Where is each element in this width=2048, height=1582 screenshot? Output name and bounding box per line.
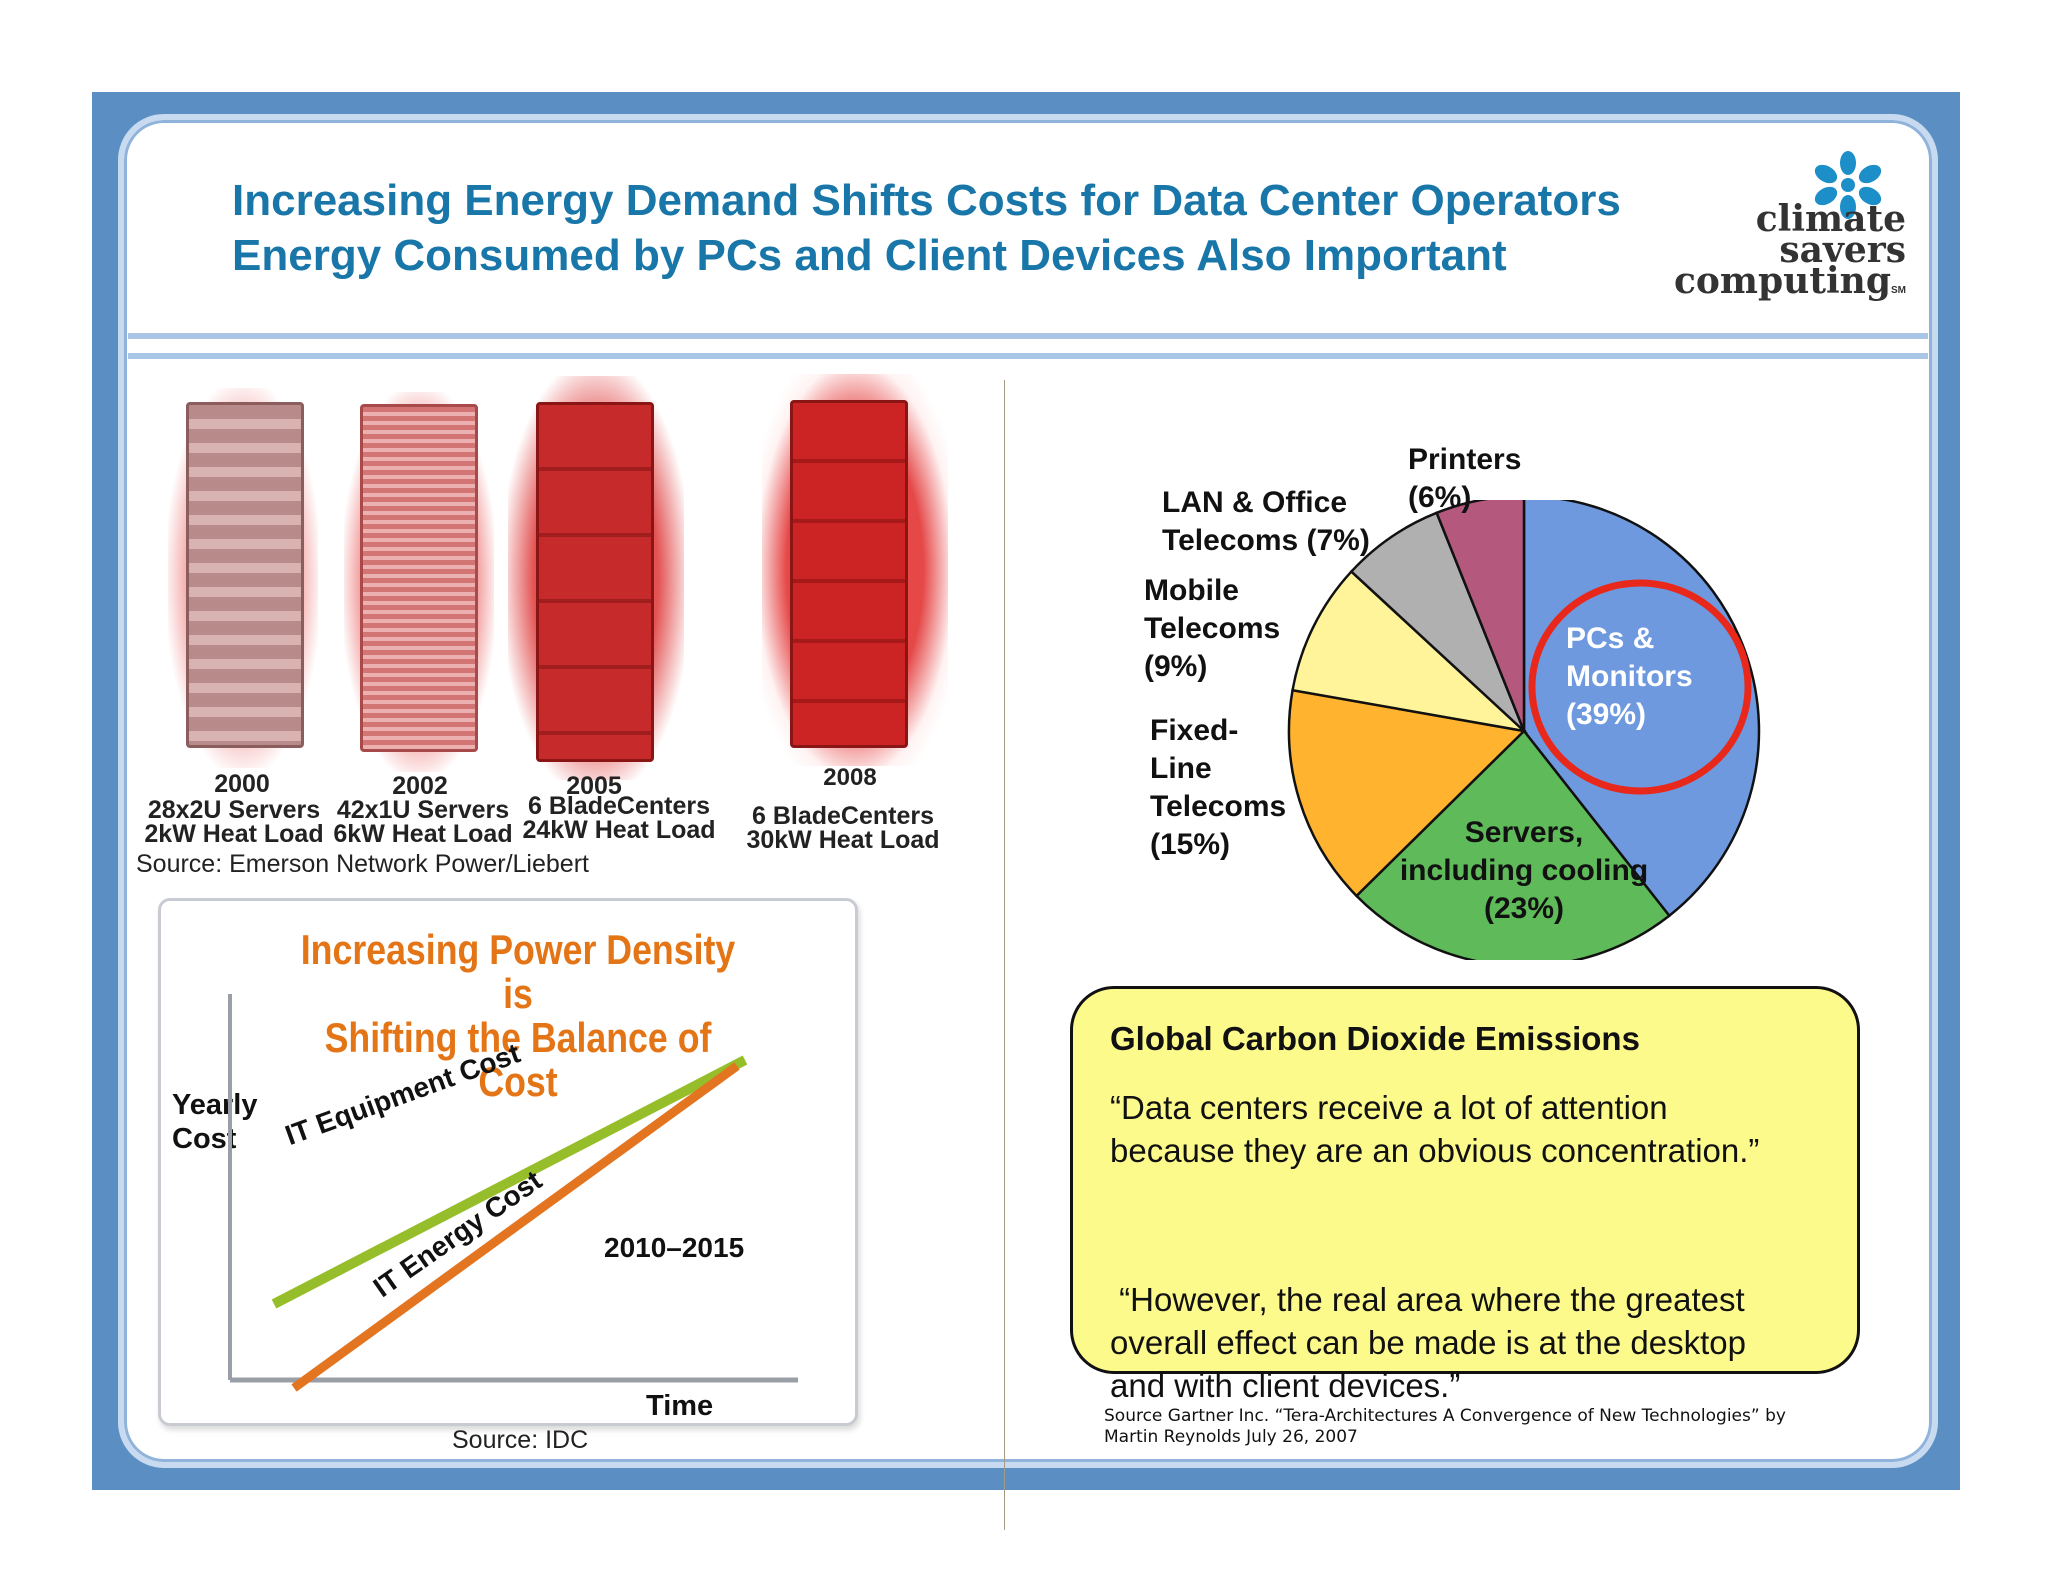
pie-slice-fixed-line-telecoms xyxy=(1287,688,1527,898)
pie-slice-servers-including-cooling xyxy=(1354,729,1672,960)
trend-plot xyxy=(228,994,798,1392)
crossover-label: 2010–2015 xyxy=(604,1232,745,1263)
quote-source: Source Gartner Inc. “Tera-Architectures … xyxy=(1104,1406,1786,1447)
snowflake-icon xyxy=(1800,150,1896,220)
highlight-circle xyxy=(1528,579,1752,795)
rack-desc-2005: 6 BladeCenters 24kW Heat Load xyxy=(522,792,716,844)
quote-box xyxy=(1070,986,1860,1374)
energy-cost-line xyxy=(291,1062,740,1392)
rack-image-2005 xyxy=(536,402,654,762)
quote-paragraph-2: “However, the real area where the greate… xyxy=(1110,1281,1746,1404)
rack-desc-2002: 42x1U Servers 6kW Heat Load xyxy=(333,796,513,848)
rack-desc-2008: 6 BladeCenters 30kW Heat Load xyxy=(746,802,940,854)
rack-year-2005: 2005 xyxy=(566,772,622,800)
pie-chart xyxy=(1287,500,1761,960)
pie-label-servers: Servers, including cooling (23%) xyxy=(1399,816,1649,925)
trend-title: Increasing Power Density is Shifting the … xyxy=(300,926,736,1105)
rack-image-2000 xyxy=(186,402,304,748)
climate-savers-logo: climate savers computingSM xyxy=(1666,198,1906,306)
rack-image-2008 xyxy=(790,400,908,748)
logo-service-mark: SM xyxy=(1891,285,1906,296)
pie-label-pcs: PCs & Monitors (39%) xyxy=(1566,622,1693,731)
rack-year-2000: 2000 xyxy=(214,770,270,798)
pie-slice-mobile-telecoms xyxy=(1291,569,1528,733)
pie-label-fixed: Fixed- Line Telecoms (15%) xyxy=(1150,714,1287,861)
quote-heading: Global Carbon Dioxide Emissions xyxy=(1110,1020,1640,1057)
cost-trend-panel xyxy=(158,898,858,1426)
trend-x-label: Time xyxy=(646,1390,714,1422)
pie-label-printers: Printers (6%) xyxy=(1408,443,1522,514)
pie-label-lan: LAN & Office Telecoms (7%) xyxy=(1162,486,1370,557)
rack-year-2008: 2008 xyxy=(823,764,877,791)
column-divider xyxy=(1004,380,1005,1530)
header-divider xyxy=(128,333,1928,359)
slide-title-line1: Increasing Energy Demand Shifts Costs fo… xyxy=(232,176,1621,225)
equipment-cost-line xyxy=(271,1055,748,1309)
quote-paragraph-1: “Data centers receive a lot of attention… xyxy=(1110,1089,1760,1169)
logo-line2: savers xyxy=(1779,229,1906,271)
trend-source: Source: IDC xyxy=(452,1426,589,1454)
logo-line1: climate xyxy=(1755,198,1906,240)
logo-line3: computingSM xyxy=(1673,260,1906,302)
rack-year-2002: 2002 xyxy=(392,772,448,800)
pie-slice-lan-office-telecoms xyxy=(1349,511,1526,732)
pie-label-mobile: Mobile Telecoms (9%) xyxy=(1144,574,1281,683)
rack-image-2002 xyxy=(360,404,478,752)
rack-source: Source: Emerson Network Power/Liebert xyxy=(136,850,589,878)
trend-y-label: Yearly Cost xyxy=(172,1089,258,1155)
rack-desc-2000: 28x2U Servers 2kW Heat Load xyxy=(144,796,324,848)
slide-title-line2: Energy Consumed by PCs and Client Device… xyxy=(232,231,1507,280)
pie-slice-printers xyxy=(1435,500,1526,732)
